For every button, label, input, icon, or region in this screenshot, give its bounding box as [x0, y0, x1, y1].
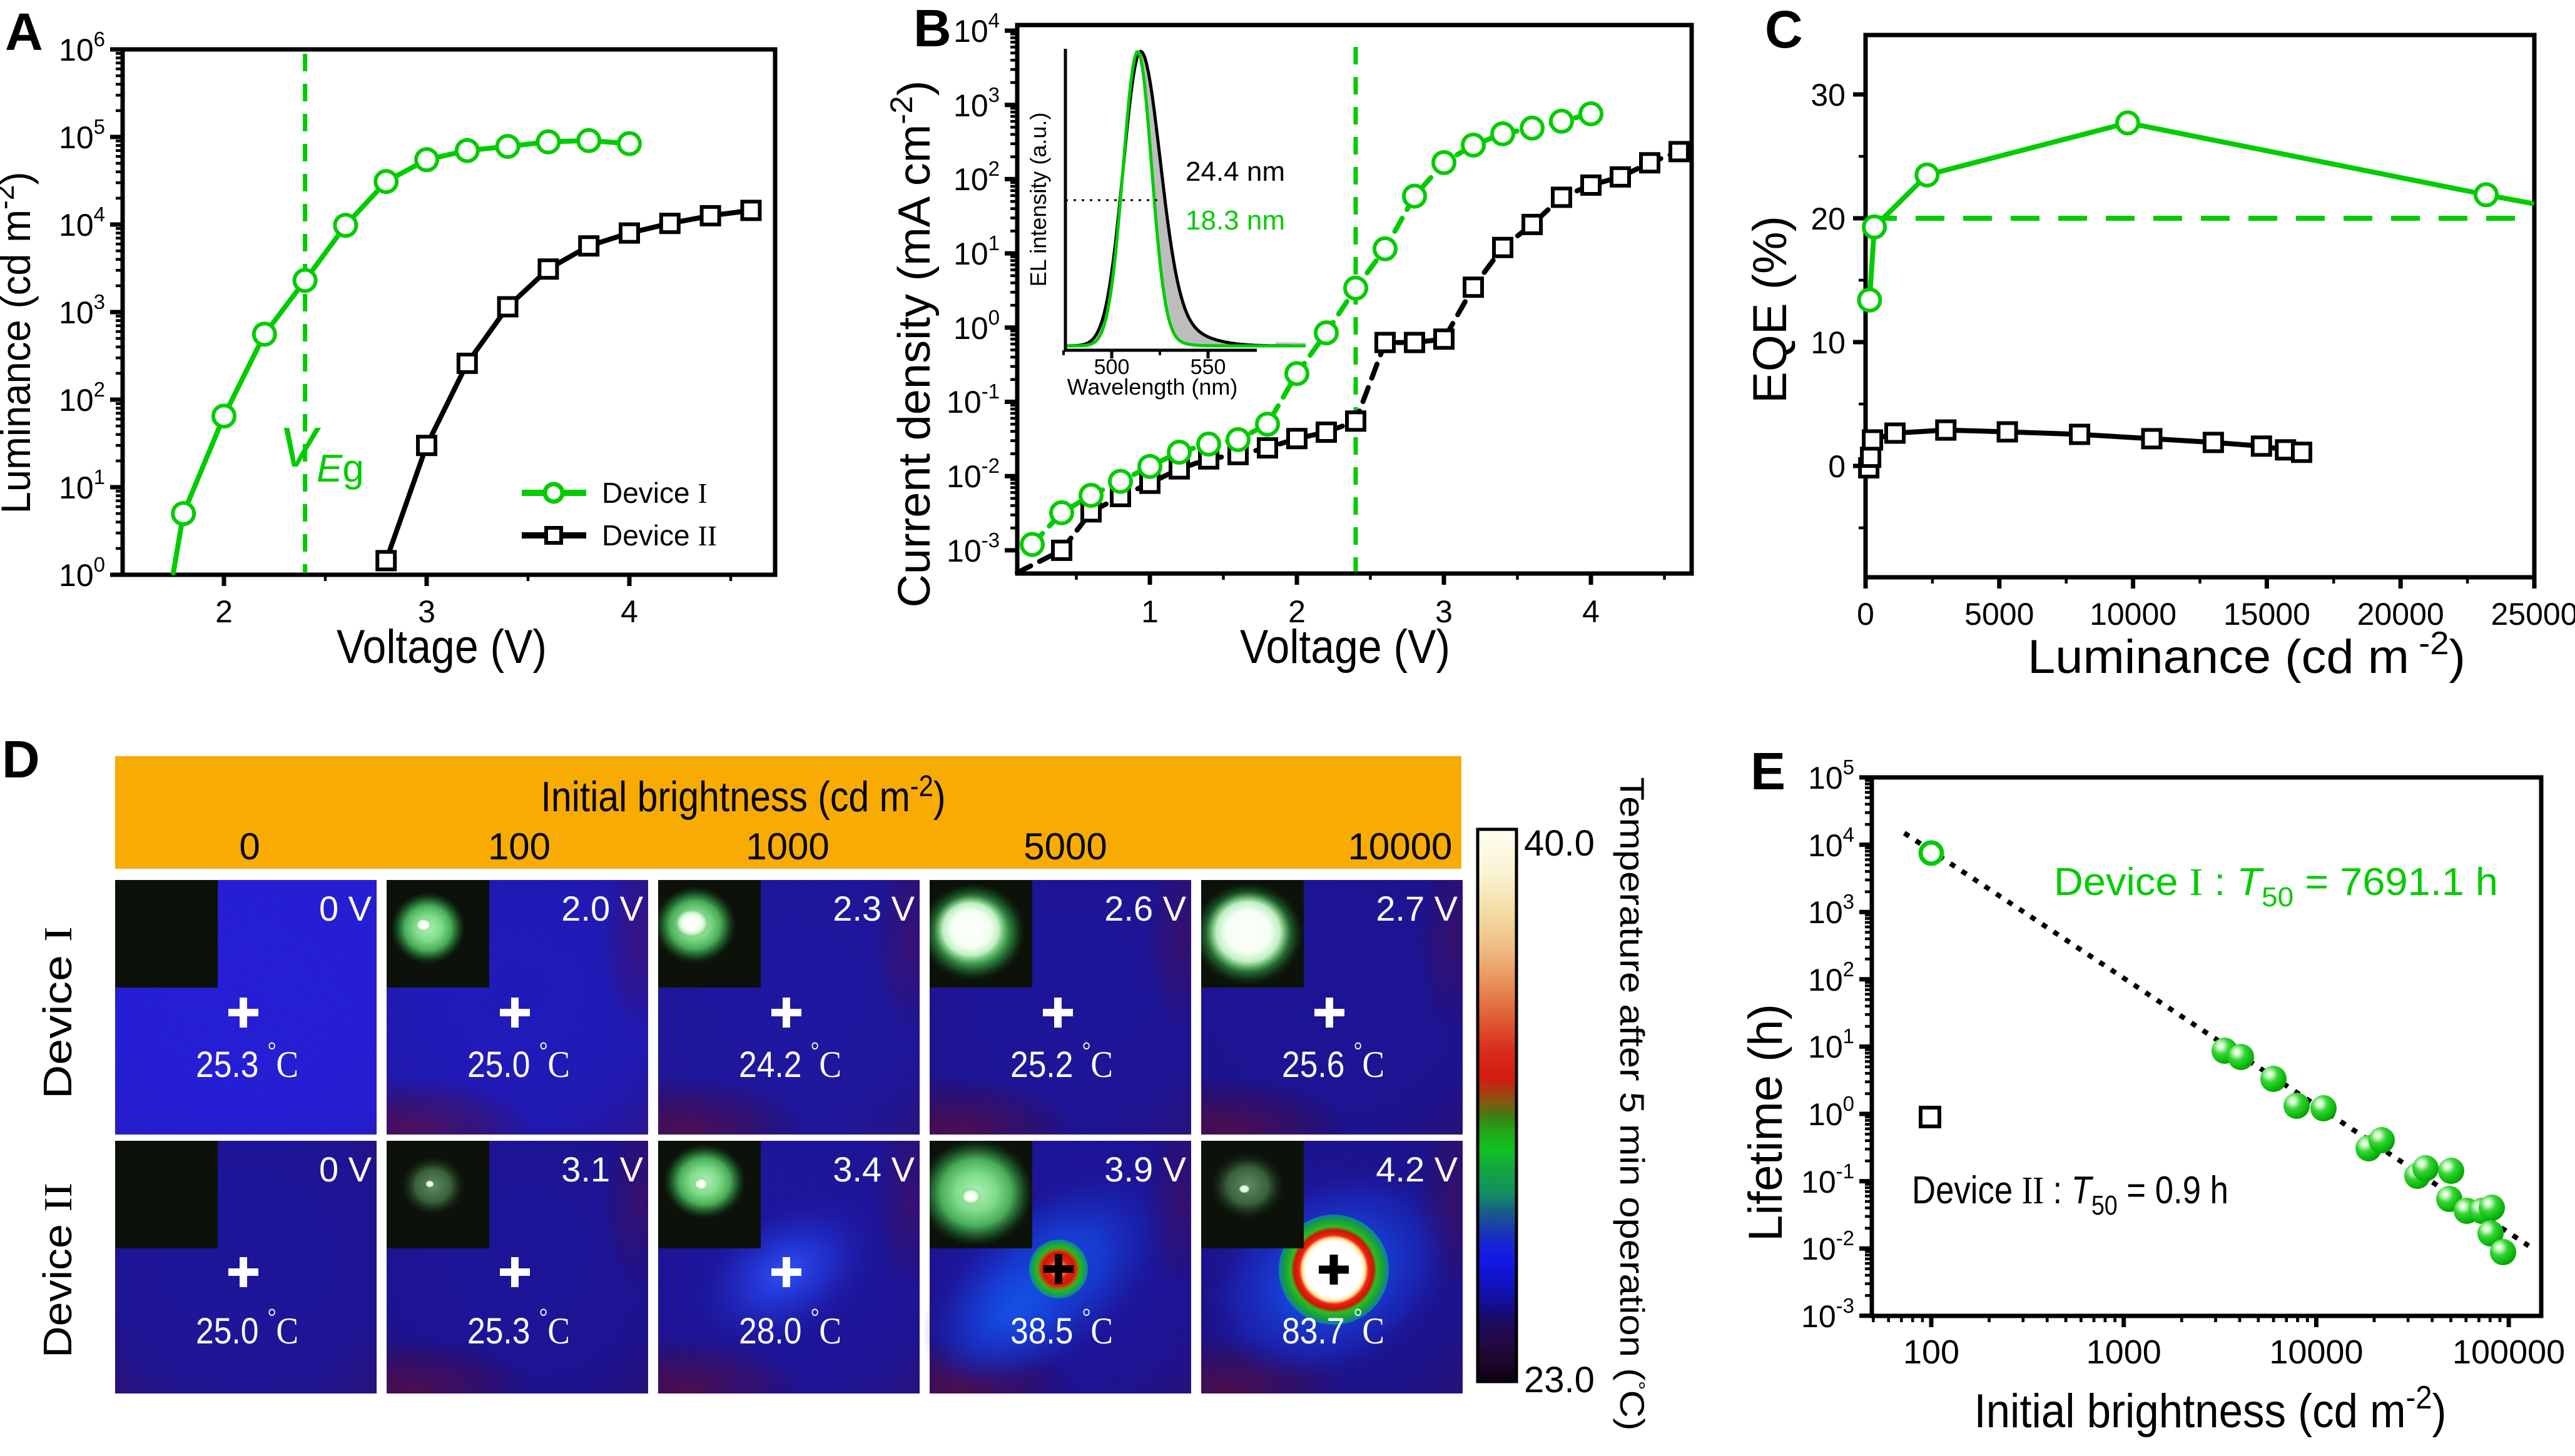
svg-text:5000: 5000 [1964, 597, 2034, 632]
svg-text:25.0 °C: 25.0 °C [196, 1304, 298, 1352]
svg-text:38.5 °C: 38.5 °C [1010, 1304, 1113, 1352]
svg-text:Voltage (V): Voltage (V) [1240, 620, 1450, 674]
svg-text:Device I: Device I [602, 477, 708, 509]
svg-text:0 V: 0 V [319, 1150, 372, 1189]
svg-text:4: 4 [1582, 594, 1600, 629]
svg-text:Voltage (V): Voltage (V) [337, 620, 547, 674]
svg-text:EL intensity (a.u.): EL intensity (a.u.) [1025, 113, 1051, 287]
svg-text:83.7 °C: 83.7 °C [1282, 1304, 1384, 1352]
svg-text:Device II: Device II [602, 519, 717, 552]
svg-text:550: 550 [1191, 355, 1226, 379]
svg-text:10-2: 10-2 [1801, 1226, 1854, 1266]
svg-text:Initial brightness (cd m-2): Initial brightness (cd m-2) [1974, 1380, 2447, 1438]
svg-text:2.6 V: 2.6 V [1104, 889, 1186, 928]
svg-text:100: 100 [1903, 1333, 1959, 1371]
svg-text:20: 20 [1811, 201, 1846, 236]
svg-text:10000: 10000 [1348, 826, 1453, 867]
svg-text:1000: 1000 [746, 826, 829, 867]
svg-text:2.3 V: 2.3 V [833, 889, 915, 928]
svg-text:500: 500 [1094, 355, 1130, 379]
svg-text:1: 1 [1141, 594, 1159, 629]
svg-text:3: 3 [418, 594, 435, 629]
svg-text:4.2 V: 4.2 V [1376, 1150, 1458, 1189]
svg-text:2.0 V: 2.0 V [561, 889, 643, 928]
svg-text:Temperature after 5 min operat: Temperature after 5 min operation (°C) [1613, 777, 1652, 1431]
svg-text:C: C [1765, 0, 1803, 59]
svg-text:25.3 °C: 25.3 °C [196, 1038, 298, 1085]
svg-text:0: 0 [239, 826, 260, 867]
svg-text:30: 30 [1811, 78, 1846, 113]
svg-text:Device II: Device II [35, 1183, 80, 1358]
svg-text:28.0 °C: 28.0 °C [739, 1304, 841, 1352]
svg-text:3.1 V: 3.1 V [561, 1150, 643, 1189]
svg-text:18.3 nm: 18.3 nm [1186, 205, 1285, 236]
svg-text:2: 2 [1288, 594, 1306, 629]
svg-text:Wavelength (nm): Wavelength (nm) [1067, 374, 1238, 400]
svg-text:10000: 10000 [2269, 1333, 2363, 1371]
svg-text:100: 100 [488, 826, 551, 867]
svg-text:5000: 5000 [1023, 826, 1107, 867]
svg-text:Luminance (cd m -2): Luminance (cd m -2) [2028, 625, 2466, 684]
svg-text:25.2 °C: 25.2 °C [1010, 1038, 1113, 1085]
svg-text:24.4 nm: 24.4 nm [1186, 156, 1285, 187]
svg-text:Device I: Device I [35, 926, 80, 1099]
svg-text:Luminance (cd m-2): Luminance (cd m-2) [0, 172, 39, 514]
svg-text:10-1: 10-1 [947, 380, 1000, 420]
svg-text:2: 2 [215, 594, 233, 629]
svg-text:B: B [913, 0, 952, 58]
svg-text:A: A [5, 3, 43, 61]
svg-text:40.0: 40.0 [1524, 823, 1595, 864]
svg-text:4: 4 [621, 594, 638, 629]
svg-text:Current density (mA cm-2): Current density (mA cm-2) [884, 81, 940, 608]
svg-text:10: 10 [1811, 325, 1846, 360]
svg-text:3: 3 [1435, 594, 1453, 629]
svg-text:24.2 °C: 24.2 °C [739, 1038, 841, 1085]
svg-text:25.0 °C: 25.0 °C [467, 1038, 570, 1085]
svg-text:0: 0 [1828, 449, 1846, 484]
svg-text:25000: 25000 [2491, 597, 2575, 632]
svg-text:10000: 10000 [2090, 597, 2176, 632]
svg-text:Lifetime (h): Lifetime (h) [1739, 1004, 1792, 1241]
svg-text:0 V: 0 V [319, 889, 372, 928]
svg-text:2.7 V: 2.7 V [1376, 889, 1458, 928]
svg-text:3.4 V: 3.4 V [833, 1150, 915, 1189]
svg-text:0: 0 [1857, 597, 1874, 632]
svg-text:3.9 V: 3.9 V [1104, 1150, 1186, 1189]
svg-text:15000: 15000 [2223, 597, 2310, 632]
svg-text:D: D [2, 730, 40, 789]
svg-text:25.3 °C: 25.3 °C [467, 1304, 570, 1352]
svg-text:25.6 °C: 25.6 °C [1282, 1038, 1384, 1085]
svg-text:E: E [1750, 742, 1785, 801]
svg-text:100000: 100000 [2452, 1333, 2565, 1371]
svg-text:20000: 20000 [2357, 597, 2444, 632]
svg-text:23.0: 23.0 [1524, 1360, 1595, 1400]
svg-text:Initial brightness (cd m-2): Initial brightness (cd m-2) [541, 770, 946, 821]
svg-text:1000: 1000 [2086, 1333, 2161, 1371]
svg-text:EQE (%): EQE (%) [1744, 216, 1797, 403]
